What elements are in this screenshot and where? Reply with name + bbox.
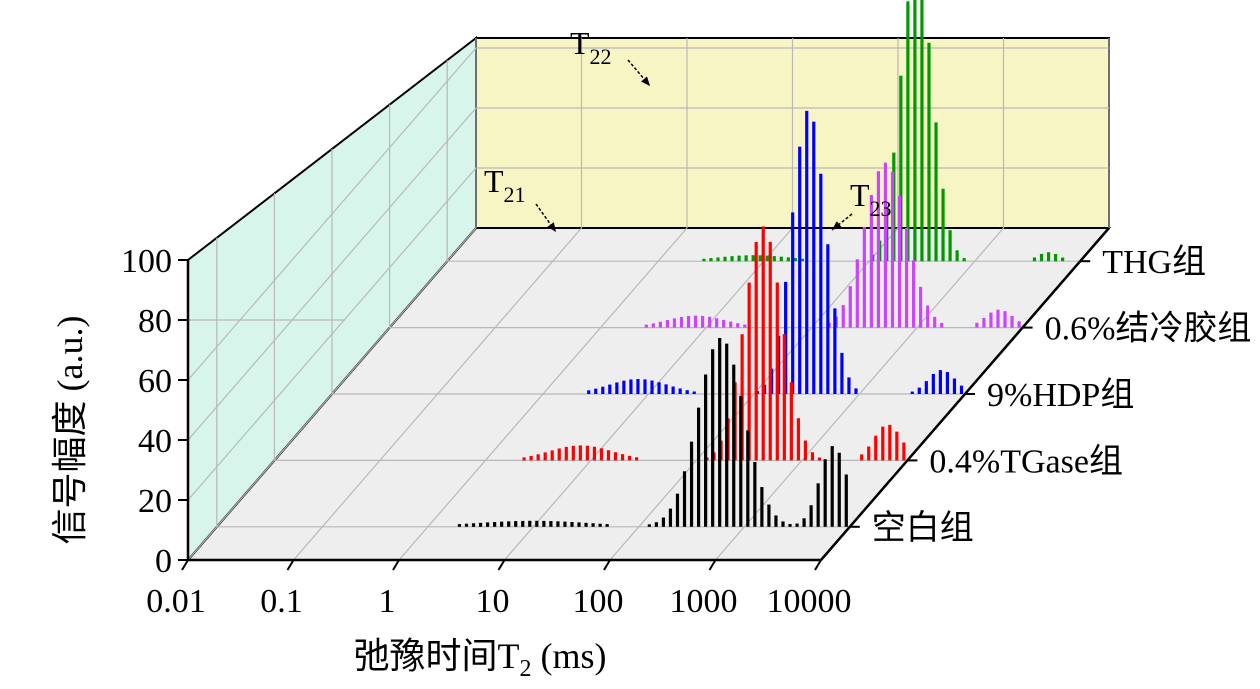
side-grid-y [187, 167, 477, 501]
x-tick-label: 100 [573, 583, 624, 620]
series-3 [644, 162, 1021, 328]
peak-label: T22 [570, 25, 612, 69]
x-axis-title: 弛豫时间T2 (ms) [354, 636, 607, 682]
chart-bars [457, 0, 1065, 527]
peak-arrow-line [535, 203, 557, 233]
y-tick-label: 20 [138, 483, 172, 520]
series-label: 9%HDP组 [987, 376, 1134, 414]
x-tick [392, 559, 400, 571]
chart-walls [185, 35, 1112, 563]
peak-label-sub: 23 [870, 196, 892, 221]
x-tick-label: 0.1 [260, 583, 303, 620]
x-tick-label: 0.01 [146, 583, 206, 620]
x-tick [814, 559, 822, 571]
peak-arrow-head [641, 76, 650, 86]
x-tick-label: 1000 [670, 583, 738, 620]
x-tick [497, 559, 506, 571]
series-label: 0.6%结冷胶组 [1045, 310, 1252, 348]
x-tick-label: 10000 [767, 583, 852, 620]
y-tick-label: 100 [121, 243, 172, 280]
peak-arrow-line [627, 59, 651, 87]
peak-label-main: T [850, 177, 870, 213]
series-label: THG组 [1102, 243, 1206, 281]
side-grid-y [187, 107, 477, 441]
x-tick [603, 559, 611, 571]
x-tick-label: 10 [476, 583, 510, 620]
peak-label-main: T [484, 163, 504, 199]
side-grid-y [187, 47, 477, 381]
y-tick-label: 80 [138, 303, 172, 340]
x-tick [181, 559, 189, 571]
series-label: 0.4%TGase组 [929, 442, 1123, 480]
x-tick-label: 1 [379, 583, 396, 620]
chart-axes [178, 227, 1110, 571]
y-tick-label: 60 [138, 363, 172, 400]
chart-labels: 0.01 0.1 1 10 100 1000 10000 0 20 40 60 80 100 空白组 0.4… [50, 25, 1251, 682]
x-axis-title-main: 弛豫时间T [354, 636, 520, 676]
peak-label: T23 [850, 177, 892, 221]
peak-label-sub: 21 [504, 182, 526, 207]
x-tick [286, 559, 295, 571]
y-tick-label: 0 [155, 543, 172, 580]
peak-arrow-head [832, 221, 842, 230]
series-label: 空白组 [872, 509, 974, 547]
peak-label: T21 [484, 163, 526, 207]
series-0 [457, 338, 848, 527]
x-axis-title-sub: 2 [520, 656, 532, 682]
peak-label-main: T [570, 25, 590, 61]
chart-grid [187, 38, 1110, 561]
peak-label-sub: 22 [590, 44, 612, 69]
x-axis-title-unit: (ms) [532, 636, 607, 676]
x-tick [708, 559, 717, 571]
y-tick-label: 40 [138, 423, 172, 460]
y-axis-title: 信号幅度 (a.u.) [50, 316, 90, 545]
peak-arrow-head [547, 222, 556, 232]
